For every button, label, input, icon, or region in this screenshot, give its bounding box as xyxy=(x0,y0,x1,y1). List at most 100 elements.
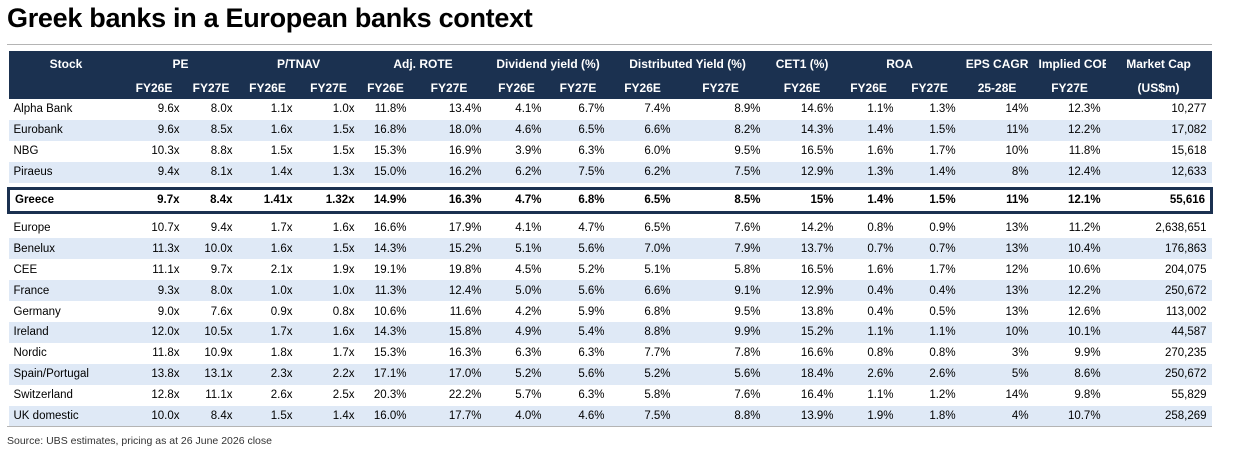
table-cell: 1.6x xyxy=(237,238,298,260)
row-spacer xyxy=(8,182,1212,189)
table-cell: 1.1% xyxy=(838,384,899,406)
table-cell: 13.1x xyxy=(184,363,238,385)
table-cell: 0.8% xyxy=(838,217,899,239)
table-cell: 5.2% xyxy=(609,363,676,385)
table-cell: 0.5% xyxy=(898,301,961,323)
table-cell: 0.8% xyxy=(898,342,961,364)
table-cell: 10.6% xyxy=(1033,259,1106,281)
column-group-header: Market Cap xyxy=(1105,51,1212,76)
column-group-header: CET1 (%) xyxy=(765,51,839,76)
column-sub-header: FY26E xyxy=(609,76,676,99)
table-row: Switzerland 12.8x 11.1x 2.6x 2.5x 20.3% 22.2% 5… xyxy=(8,384,1212,406)
table-cell: 250,672 xyxy=(1105,280,1212,302)
table-cell: 6.3% xyxy=(486,342,547,364)
table-cell: 5.0% xyxy=(486,280,547,302)
table-cell: 10.3x xyxy=(123,140,185,162)
table-cell: 1.5% xyxy=(898,186,961,214)
table-cell: 4.7% xyxy=(486,186,547,214)
table-cell: 5.6% xyxy=(546,363,610,385)
table-cell: 10.4% xyxy=(1033,238,1106,260)
table-cell: 16.3% xyxy=(411,186,487,214)
table-cell: 16.3% xyxy=(411,342,487,364)
table-cell: 2.1x xyxy=(237,259,298,281)
table-cell: 8.4x xyxy=(184,405,238,427)
table-cell: 3% xyxy=(960,342,1034,364)
table-cell: 1.6% xyxy=(838,140,899,162)
table-cell: 6.7% xyxy=(546,99,610,120)
table-cell: 8.5% xyxy=(675,186,766,214)
table-cell: 6.5% xyxy=(609,186,676,214)
table-cell: 8.9% xyxy=(675,99,766,120)
table-cell: 12.6% xyxy=(1033,301,1106,323)
table-cell: 9.4x xyxy=(184,217,238,239)
column-group-header: EPS CAGR xyxy=(960,51,1034,76)
column-sub-header: FY26E xyxy=(765,76,839,99)
table-cell: 0.7% xyxy=(838,238,899,260)
table-cell: 4% xyxy=(960,405,1034,427)
table-cell: 17,082 xyxy=(1105,119,1212,141)
table-cell: 12.4% xyxy=(411,280,487,302)
table-cell: 9.7x xyxy=(184,259,238,281)
table-cell: 6.0% xyxy=(609,140,676,162)
column-group-header: ROA xyxy=(838,51,961,76)
table-cell: 6.3% xyxy=(546,342,610,364)
table-cell: 4.9% xyxy=(486,322,547,343)
table-cell: 11.3% xyxy=(359,280,412,302)
table-cell: 15,618 xyxy=(1105,140,1212,162)
table-cell: 1.0x xyxy=(297,280,360,302)
table-cell: 14.6% xyxy=(765,99,839,120)
table-cell: 15% xyxy=(765,186,839,214)
table-cell: 10.0x xyxy=(184,238,238,260)
table-cell: 1.1x xyxy=(237,99,298,120)
table-cell: 4.5% xyxy=(486,259,547,281)
table-cell: 270,235 xyxy=(1105,342,1212,364)
table-cell: 5.1% xyxy=(486,238,547,260)
table-cell: 1.4x xyxy=(237,161,298,183)
table-cell: 5.8% xyxy=(675,259,766,281)
table-cell: 7.5% xyxy=(546,161,610,183)
table-cell: 1.5x xyxy=(297,140,360,162)
row-label: CEE xyxy=(8,259,124,281)
table-row: NBG 10.3x 8.8x 1.5x 1.5x 15.3% 16.9% 3.9% 6.3% 6.… xyxy=(8,140,1212,162)
table-cell: 0.4% xyxy=(838,280,899,302)
table-cell: 8.2% xyxy=(675,119,766,141)
table-cell: 12.8x xyxy=(123,384,185,406)
table-cell: 6.8% xyxy=(546,186,610,214)
page-title: Greek banks in a European banks context xyxy=(7,3,533,33)
table-cell: 5.1% xyxy=(609,259,676,281)
column-sub-header: (US$m) xyxy=(1105,76,1212,99)
table-cell: 1.7x xyxy=(237,217,298,239)
table-cell: 10.9x xyxy=(184,342,238,364)
table-cell: 19.1% xyxy=(359,259,412,281)
table-cell: 7.5% xyxy=(609,405,676,427)
column-group-header: Dividend yield (%) xyxy=(486,51,610,76)
table-cell: 0.4% xyxy=(898,280,961,302)
table-cell: 5.2% xyxy=(546,259,610,281)
table-cell: 11.1x xyxy=(184,384,238,406)
column-group-header: Implied COE xyxy=(1033,51,1106,76)
table-cell: 11.8x xyxy=(123,342,185,364)
table-cell: 11.6% xyxy=(411,301,487,323)
table-cell: 2.3x xyxy=(237,363,298,385)
table-cell: 55,829 xyxy=(1105,384,1212,406)
title-divider xyxy=(7,44,1212,45)
table-cell: 8.8% xyxy=(609,322,676,343)
table-cell: 1.4% xyxy=(838,186,899,214)
table-cell: 1.5x xyxy=(297,119,360,141)
spacer-cell xyxy=(8,182,1212,189)
column-sub-header: FY27E xyxy=(546,76,610,99)
table-cell: 8.0x xyxy=(184,280,238,302)
column-group-header: P/TNAV xyxy=(237,51,360,76)
table-cell: 1.7% xyxy=(898,140,961,162)
table-cell: 5.6% xyxy=(546,280,610,302)
table-cell: 6.6% xyxy=(609,280,676,302)
table-cell: 4.7% xyxy=(546,217,610,239)
row-label: Benelux xyxy=(8,238,124,260)
table-cell: 10,277 xyxy=(1105,99,1212,120)
table-cell: 1.41x xyxy=(237,186,298,214)
table-row: Alpha Bank 9.6x 8.0x 1.1x 1.0x 11.8% 13.4% 4.1%… xyxy=(8,99,1212,120)
table-row: Eurobank 9.6x 8.5x 1.6x 1.5x 16.8% 18.0% 4.6% 6.… xyxy=(8,119,1212,141)
table-row: Nordic 11.8x 10.9x 1.8x 1.7x 15.3% 16.3% 6.3% 6.… xyxy=(8,342,1212,364)
table-cell: 5% xyxy=(960,363,1034,385)
table-cell: 2.6x xyxy=(237,384,298,406)
